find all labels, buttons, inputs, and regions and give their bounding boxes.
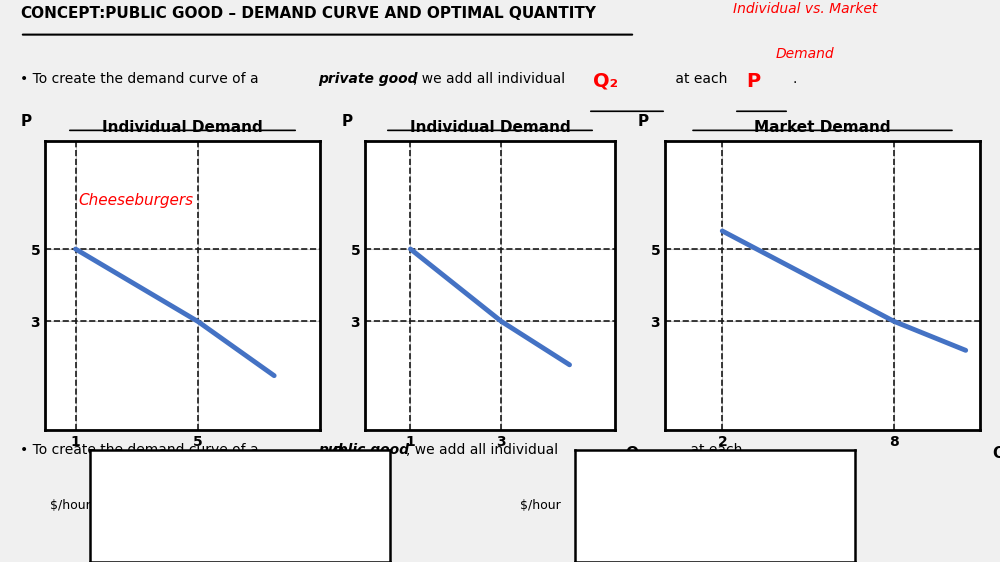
Title: Market Demand: Market Demand <box>754 120 891 135</box>
Text: at each: at each <box>686 443 742 457</box>
Text: CONCEPT:: CONCEPT: <box>20 6 105 21</box>
Text: $/hour: $/hour <box>50 498 91 511</box>
Text: Cheeseburgers: Cheeseburgers <box>78 193 193 207</box>
Text: Individual Demands: Individual Demands <box>155 490 310 504</box>
Text: Q: Q <box>625 446 638 461</box>
Text: P: P <box>342 114 353 129</box>
Text: Demand: Demand <box>776 47 834 61</box>
Text: Individual vs. Market: Individual vs. Market <box>733 2 877 16</box>
Text: P: P <box>746 72 760 90</box>
Text: • To create the demand curve of a: • To create the demand curve of a <box>20 443 263 457</box>
Text: Market: Market <box>615 490 670 504</box>
Text: , we add all individual: , we add all individual <box>413 72 565 86</box>
Text: • To create the demand curve of a: • To create the demand curve of a <box>20 72 263 86</box>
Text: , we add all individual: , we add all individual <box>406 443 558 457</box>
Text: Q: Q <box>331 446 344 461</box>
Text: $/hour: $/hour <box>520 498 561 511</box>
Text: Q: Q <box>993 446 1000 461</box>
Title: Individual Demand: Individual Demand <box>102 120 263 135</box>
Text: .: . <box>792 72 796 86</box>
Text: PUBLIC GOOD – DEMAND CURVE AND OPTIMAL QUANTITY: PUBLIC GOOD – DEMAND CURVE AND OPTIMAL Q… <box>100 6 596 21</box>
Text: at each: at each <box>671 72 727 86</box>
Text: public good: public good <box>318 443 409 457</box>
Text: Q₂: Q₂ <box>593 72 618 90</box>
Text: P: P <box>20 114 31 129</box>
Title: Individual Demand: Individual Demand <box>410 120 570 135</box>
Text: P: P <box>637 114 649 129</box>
Text: private good: private good <box>318 72 418 86</box>
